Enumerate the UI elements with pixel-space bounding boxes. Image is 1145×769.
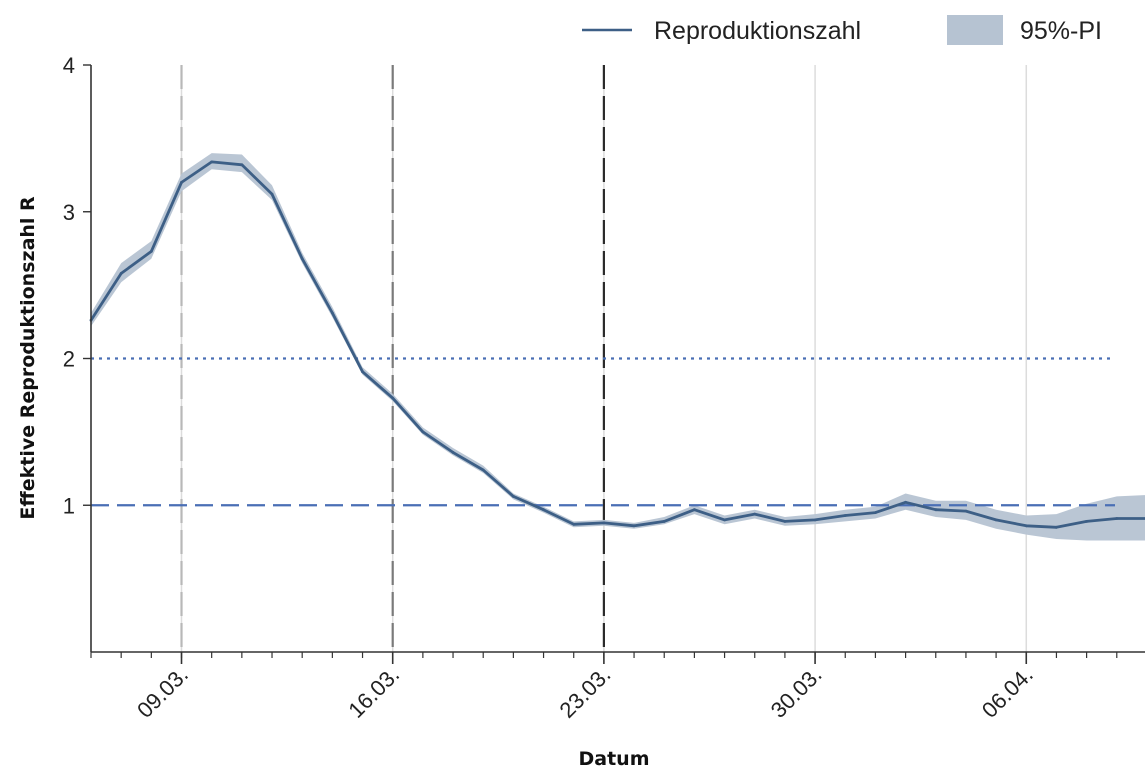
series-line — [89, 160, 1145, 529]
axes — [90, 65, 1145, 653]
legend-band-swatch — [947, 15, 1003, 45]
data-point — [723, 518, 726, 522]
data-point — [693, 508, 696, 512]
data-point — [1024, 524, 1028, 528]
y-tick-label-4: 4 — [63, 53, 75, 78]
confidence-band — [91, 153, 1145, 541]
data-point — [119, 272, 123, 275]
data-point — [1055, 525, 1058, 529]
x-tick-label-30.03.: 30.03. — [766, 662, 827, 723]
x-tick-label-06.04.: 06.04. — [977, 662, 1038, 723]
data-point — [542, 508, 545, 512]
data-point — [361, 370, 364, 374]
data-point — [602, 521, 606, 525]
data-point — [783, 520, 787, 523]
data-point — [331, 311, 334, 315]
data-point — [753, 512, 757, 516]
data-point — [451, 451, 455, 454]
data-point — [572, 522, 576, 526]
x-tick-label-09.03.: 09.03. — [132, 662, 193, 723]
reference-lines — [91, 357, 1115, 507]
x-tick-label-16.03.: 16.03. — [343, 662, 404, 723]
y-tick-label-1: 1 — [63, 493, 75, 518]
y-tick-label-3: 3 — [63, 200, 75, 225]
data-point — [994, 518, 998, 522]
confidence-band-layer — [91, 153, 1145, 541]
data-point — [632, 524, 636, 528]
legend-label-band: 95%-PI — [1020, 17, 1102, 45]
data-point — [481, 468, 485, 472]
y-tick-label-2: 2 — [63, 347, 75, 372]
data-point — [1085, 520, 1088, 523]
data-point — [964, 509, 968, 513]
data-point — [662, 520, 666, 523]
legend-label-line: Reproduktionszahl — [654, 17, 861, 45]
data-point — [843, 514, 847, 517]
data-point — [904, 500, 907, 504]
legend: Reproduktionszahl 95%-PI — [582, 15, 1102, 45]
x-tick-label-23.03.: 23.03. — [555, 662, 616, 723]
data-point — [1115, 517, 1119, 520]
data-point — [300, 257, 304, 261]
data-point — [270, 192, 274, 196]
data-point — [512, 495, 515, 498]
series-line-layer — [89, 160, 1145, 529]
y-axis-ticks: 1 2 3 4 — [63, 53, 91, 518]
x-axis-ticks: 09.03. 16.03. 23.03. 30.03. 06.04. — [90, 652, 1118, 723]
data-point — [813, 518, 817, 522]
y-axis-title: Effektive Reproduktionszahl R — [17, 196, 39, 520]
data-point — [934, 508, 938, 512]
data-point — [149, 250, 153, 253]
data-point — [180, 181, 183, 184]
data-point — [874, 511, 877, 514]
x-axis-title: Datum — [579, 748, 650, 769]
data-point — [421, 430, 425, 434]
data-point — [210, 160, 214, 164]
data-point — [240, 163, 244, 167]
data-point — [391, 396, 395, 400]
